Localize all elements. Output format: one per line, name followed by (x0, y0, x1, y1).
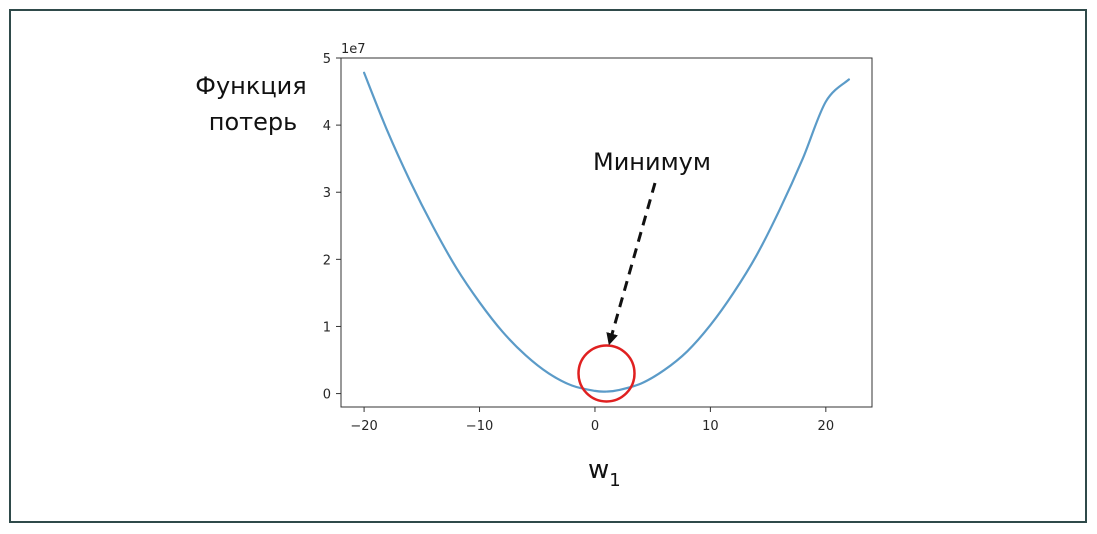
x-tick-label: −10 (466, 419, 493, 434)
y-axis-label-line-2: потерь (209, 108, 298, 136)
figure-frame (9, 9, 1087, 523)
y-tick-label: 0 (323, 388, 331, 403)
y-tick-label: 1 (323, 320, 331, 335)
minimum-arrow (606, 182, 657, 346)
x-tick-label: 0 (591, 419, 599, 434)
x-axis-label-base: w (588, 455, 609, 485)
y-axis-label-line-1: Функция (195, 72, 306, 100)
minimum-circle (577, 344, 636, 403)
y-tick-label: 3 (323, 186, 331, 201)
y-axis-ticks: 0 1 2 3 4 5 (323, 52, 341, 403)
minimum-annotation: Минимум (593, 148, 711, 176)
y-tick-label: 5 (323, 52, 331, 67)
y-tick-label: 2 (323, 253, 331, 268)
x-axis-ticks: −20 −10 0 10 20 (350, 407, 834, 434)
loss-curve (362, 71, 851, 393)
plot-area (340, 57, 873, 408)
x-tick-label: 20 (818, 419, 835, 434)
x-axis-label-subscript: 1 (609, 470, 620, 491)
y-scale-label: 1e7 (341, 42, 366, 57)
x-axis-label: w1 (588, 455, 621, 491)
x-tick-label: 10 (702, 419, 719, 434)
x-tick-label: −20 (350, 419, 377, 434)
y-tick-label: 4 (323, 119, 331, 134)
